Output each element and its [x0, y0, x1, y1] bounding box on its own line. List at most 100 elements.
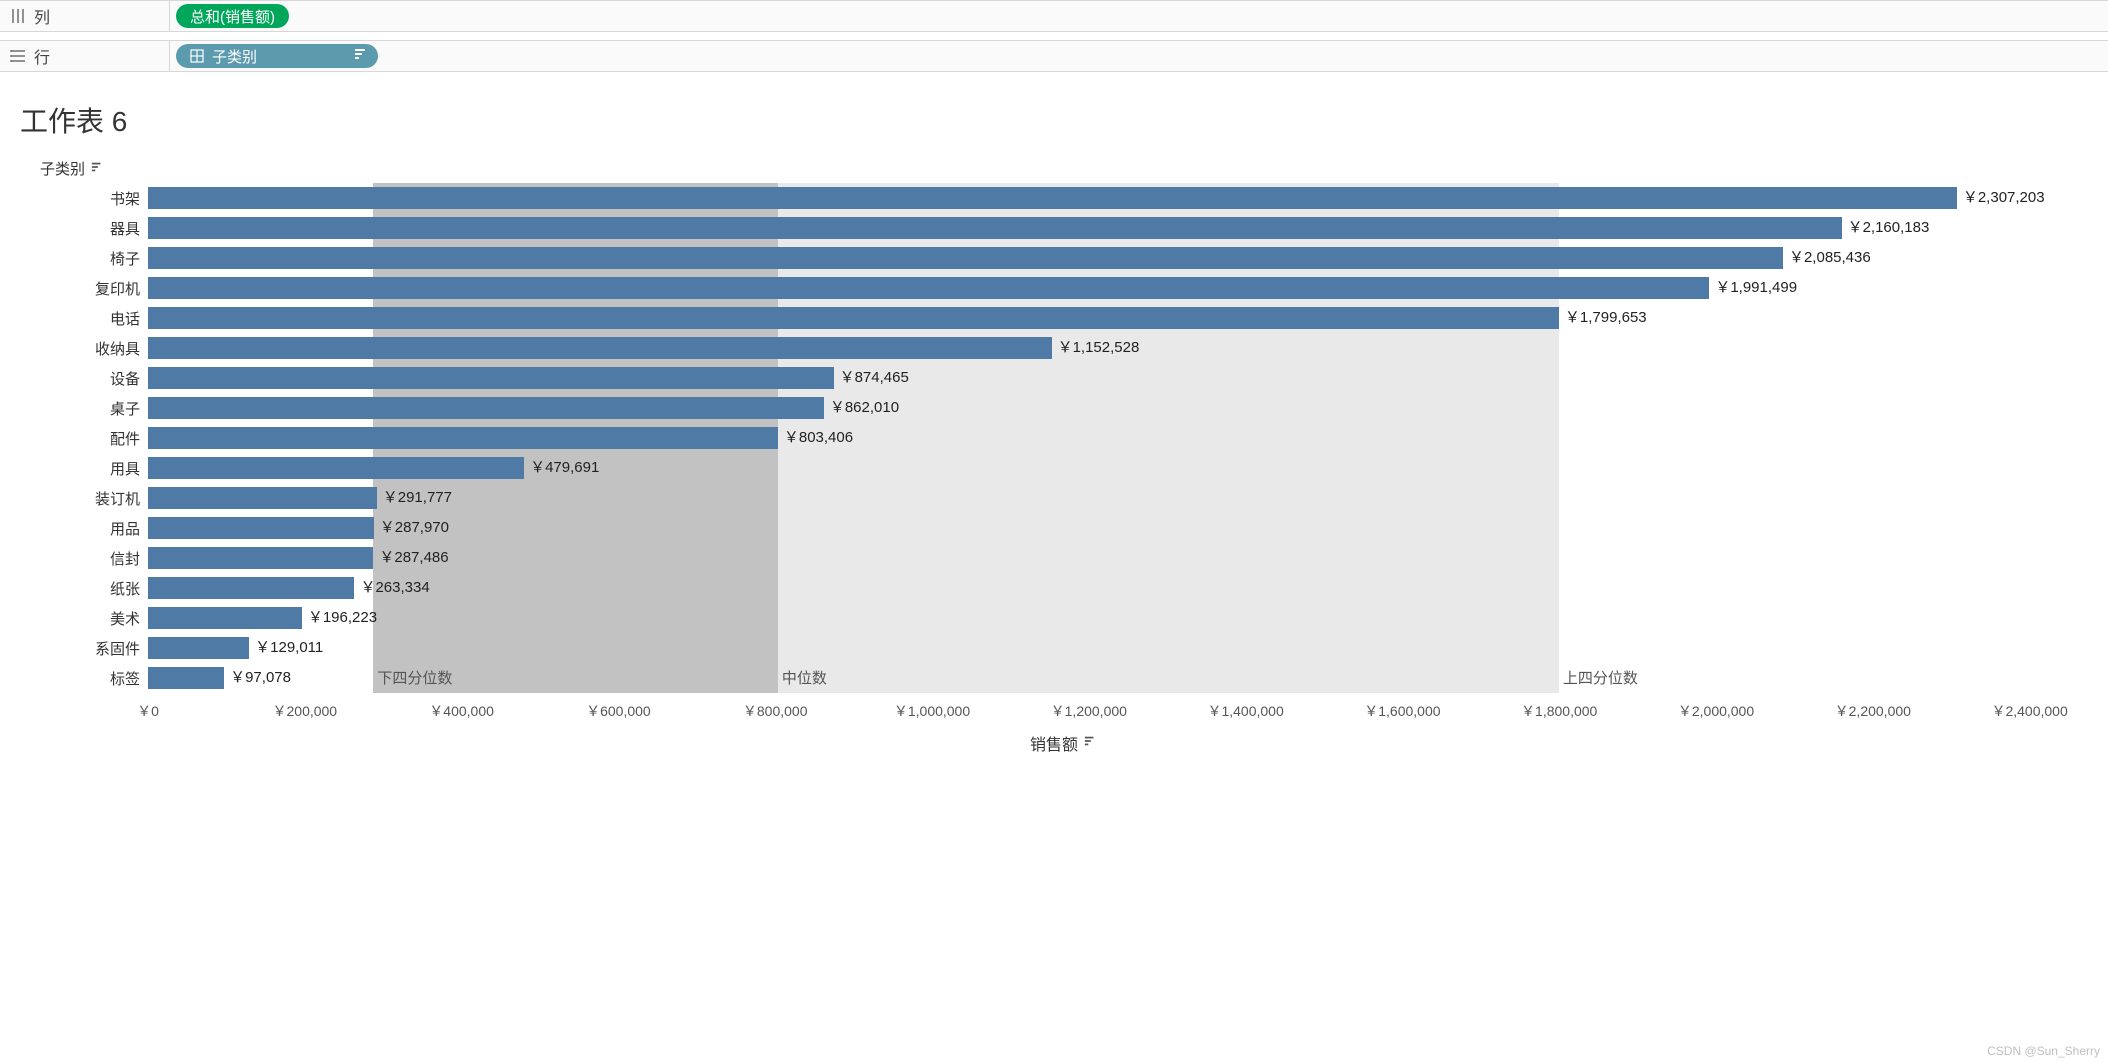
bar[interactable]	[148, 367, 834, 389]
value-label: ￥862,010	[824, 397, 899, 419]
dimension-icon	[190, 49, 204, 63]
x-tick: ￥1,600,000	[1364, 701, 1440, 721]
ref-q1-label: 下四分位数	[373, 667, 452, 688]
value-label: ￥263,334	[354, 577, 429, 599]
ref-q3-label: 上四分位数	[1559, 667, 1638, 688]
bar[interactable]	[148, 277, 1709, 299]
x-axis-title: 销售额	[1030, 731, 1078, 755]
sort-desc-icon	[91, 160, 103, 177]
rows-pill-label: 子类别	[212, 46, 257, 67]
bar[interactable]	[148, 397, 824, 419]
category-label[interactable]: 复印机	[18, 278, 148, 299]
chart-row: 设备￥874,465	[18, 363, 2108, 393]
category-label[interactable]: 标签	[18, 668, 148, 689]
rows-shelf-label: 行	[34, 44, 50, 68]
value-label: ￥1,799,653	[1559, 307, 1647, 329]
columns-pill-label: 总和(销售额)	[190, 6, 275, 27]
y-axis-header[interactable]: 子类别	[40, 158, 2108, 179]
x-tick: ￥2,000,000	[1678, 701, 1754, 721]
value-label: ￥479,691	[524, 457, 599, 479]
chart-row: 收纳具 ￥1,152,528	[18, 333, 2108, 363]
chart-row: 椅子 ￥2,085,436	[18, 243, 2108, 273]
category-label[interactable]: 桌子	[18, 398, 148, 419]
watermark: CSDN @Sun_Sherry	[1987, 1044, 2100, 1058]
chart-row: 美术 ￥196,223	[18, 603, 2108, 633]
worksheet-area: 工作表 6 子类别 书架 ￥2,307,203 器具￥2,160,183 椅子 ￥2,0…	[0, 72, 2108, 755]
x-tick: ￥0	[137, 701, 159, 721]
x-tick: ￥2,200,000	[1835, 701, 1911, 721]
rows-pill[interactable]: 子类别	[176, 44, 378, 68]
chart-row: 用品 ￥287,970	[18, 513, 2108, 543]
x-tick: ￥1,000,000	[894, 701, 970, 721]
x-axis-header[interactable]: 销售额	[18, 731, 2108, 755]
category-label[interactable]: 信封	[18, 548, 148, 569]
category-label[interactable]: 收纳具	[18, 338, 148, 359]
bar[interactable]	[148, 547, 373, 569]
category-label[interactable]: 书架	[18, 188, 148, 209]
chart-row: 标签 ￥97,078 下四分位数 中位数 上四分位数	[18, 663, 2108, 693]
chart-row: 装订机 ￥291,777	[18, 483, 2108, 513]
columns-shelf[interactable]: 列 总和(销售额)	[0, 0, 2108, 32]
category-label[interactable]: 系固件	[18, 638, 148, 659]
bar[interactable]	[148, 427, 778, 449]
x-tick: ￥1,800,000	[1521, 701, 1597, 721]
columns-shelf-label-area: 列	[0, 1, 170, 31]
chart-row: 信封 ￥287,486	[18, 543, 2108, 573]
bar[interactable]	[148, 337, 1052, 359]
category-label[interactable]: 电话	[18, 308, 148, 329]
category-label[interactable]: 纸张	[18, 578, 148, 599]
value-label: ￥196,223	[302, 607, 377, 629]
sheet-title[interactable]: 工作表 6	[20, 100, 2108, 140]
chart-row: 用具 ￥479,691	[18, 453, 2108, 483]
rows-shelf[interactable]: 行 子类别	[0, 40, 2108, 72]
sort-icon	[354, 47, 368, 65]
category-label[interactable]: 装订机	[18, 488, 148, 509]
bar[interactable]	[148, 607, 302, 629]
y-axis-title: 子类别	[40, 158, 85, 179]
category-label[interactable]: 配件	[18, 428, 148, 449]
ref-median-label: 中位数	[778, 667, 827, 688]
x-axis[interactable]: ￥0￥200,000￥400,000￥600,000￥800,000￥1,000…	[18, 701, 2108, 721]
value-label: ￥97,078	[224, 667, 291, 689]
value-label: ￥1,152,528	[1052, 337, 1140, 359]
bar[interactable]	[148, 217, 1842, 239]
category-label[interactable]: 器具	[18, 218, 148, 239]
x-tick: ￥1,200,000	[1051, 701, 1127, 721]
value-label: ￥2,085,436	[1783, 247, 1871, 269]
chart-row: 书架 ￥2,307,203	[18, 183, 2108, 213]
bar[interactable]	[148, 247, 1783, 269]
bar[interactable]	[148, 487, 377, 509]
value-label: ￥2,307,203	[1957, 187, 2045, 209]
columns-shelf-track[interactable]: 总和(销售额)	[170, 1, 2108, 31]
bar-chart: 书架 ￥2,307,203 器具￥2,160,183 椅子 ￥2,085,436 复印机 ￥…	[18, 183, 2108, 693]
x-tick: ￥400,000	[429, 701, 494, 721]
bar[interactable]	[148, 517, 374, 539]
columns-pill[interactable]: 总和(销售额)	[176, 4, 289, 28]
category-label[interactable]: 椅子	[18, 248, 148, 269]
bar[interactable]	[148, 577, 354, 599]
rows-shelf-track[interactable]: 子类别	[170, 41, 2108, 71]
bar[interactable]	[148, 457, 524, 479]
bar[interactable]	[148, 637, 249, 659]
chart-row: 系固件￥129,011	[18, 633, 2108, 663]
rows-shelf-label-area: 行	[0, 41, 170, 71]
category-label[interactable]: 用具	[18, 458, 148, 479]
value-label: ￥291,777	[377, 487, 452, 509]
columns-shelf-label: 列	[34, 4, 50, 28]
bar[interactable]	[148, 187, 1957, 209]
value-label: ￥287,970	[374, 517, 449, 539]
chart-row: 配件￥803,406	[18, 423, 2108, 453]
bar[interactable]	[148, 307, 1559, 329]
columns-icon	[10, 8, 26, 24]
category-label[interactable]: 设备	[18, 368, 148, 389]
x-tick: ￥2,400,000	[1991, 701, 2067, 721]
x-tick: ￥200,000	[272, 701, 337, 721]
category-label[interactable]: 美术	[18, 608, 148, 629]
category-label[interactable]: 用品	[18, 518, 148, 539]
x-tick: ￥800,000	[743, 701, 808, 721]
sort-desc-icon	[1084, 734, 1096, 752]
bar[interactable]	[148, 667, 224, 689]
x-tick: ￥1,400,000	[1207, 701, 1283, 721]
value-label: ￥287,486	[373, 547, 448, 569]
chart-row: 器具￥2,160,183	[18, 213, 2108, 243]
